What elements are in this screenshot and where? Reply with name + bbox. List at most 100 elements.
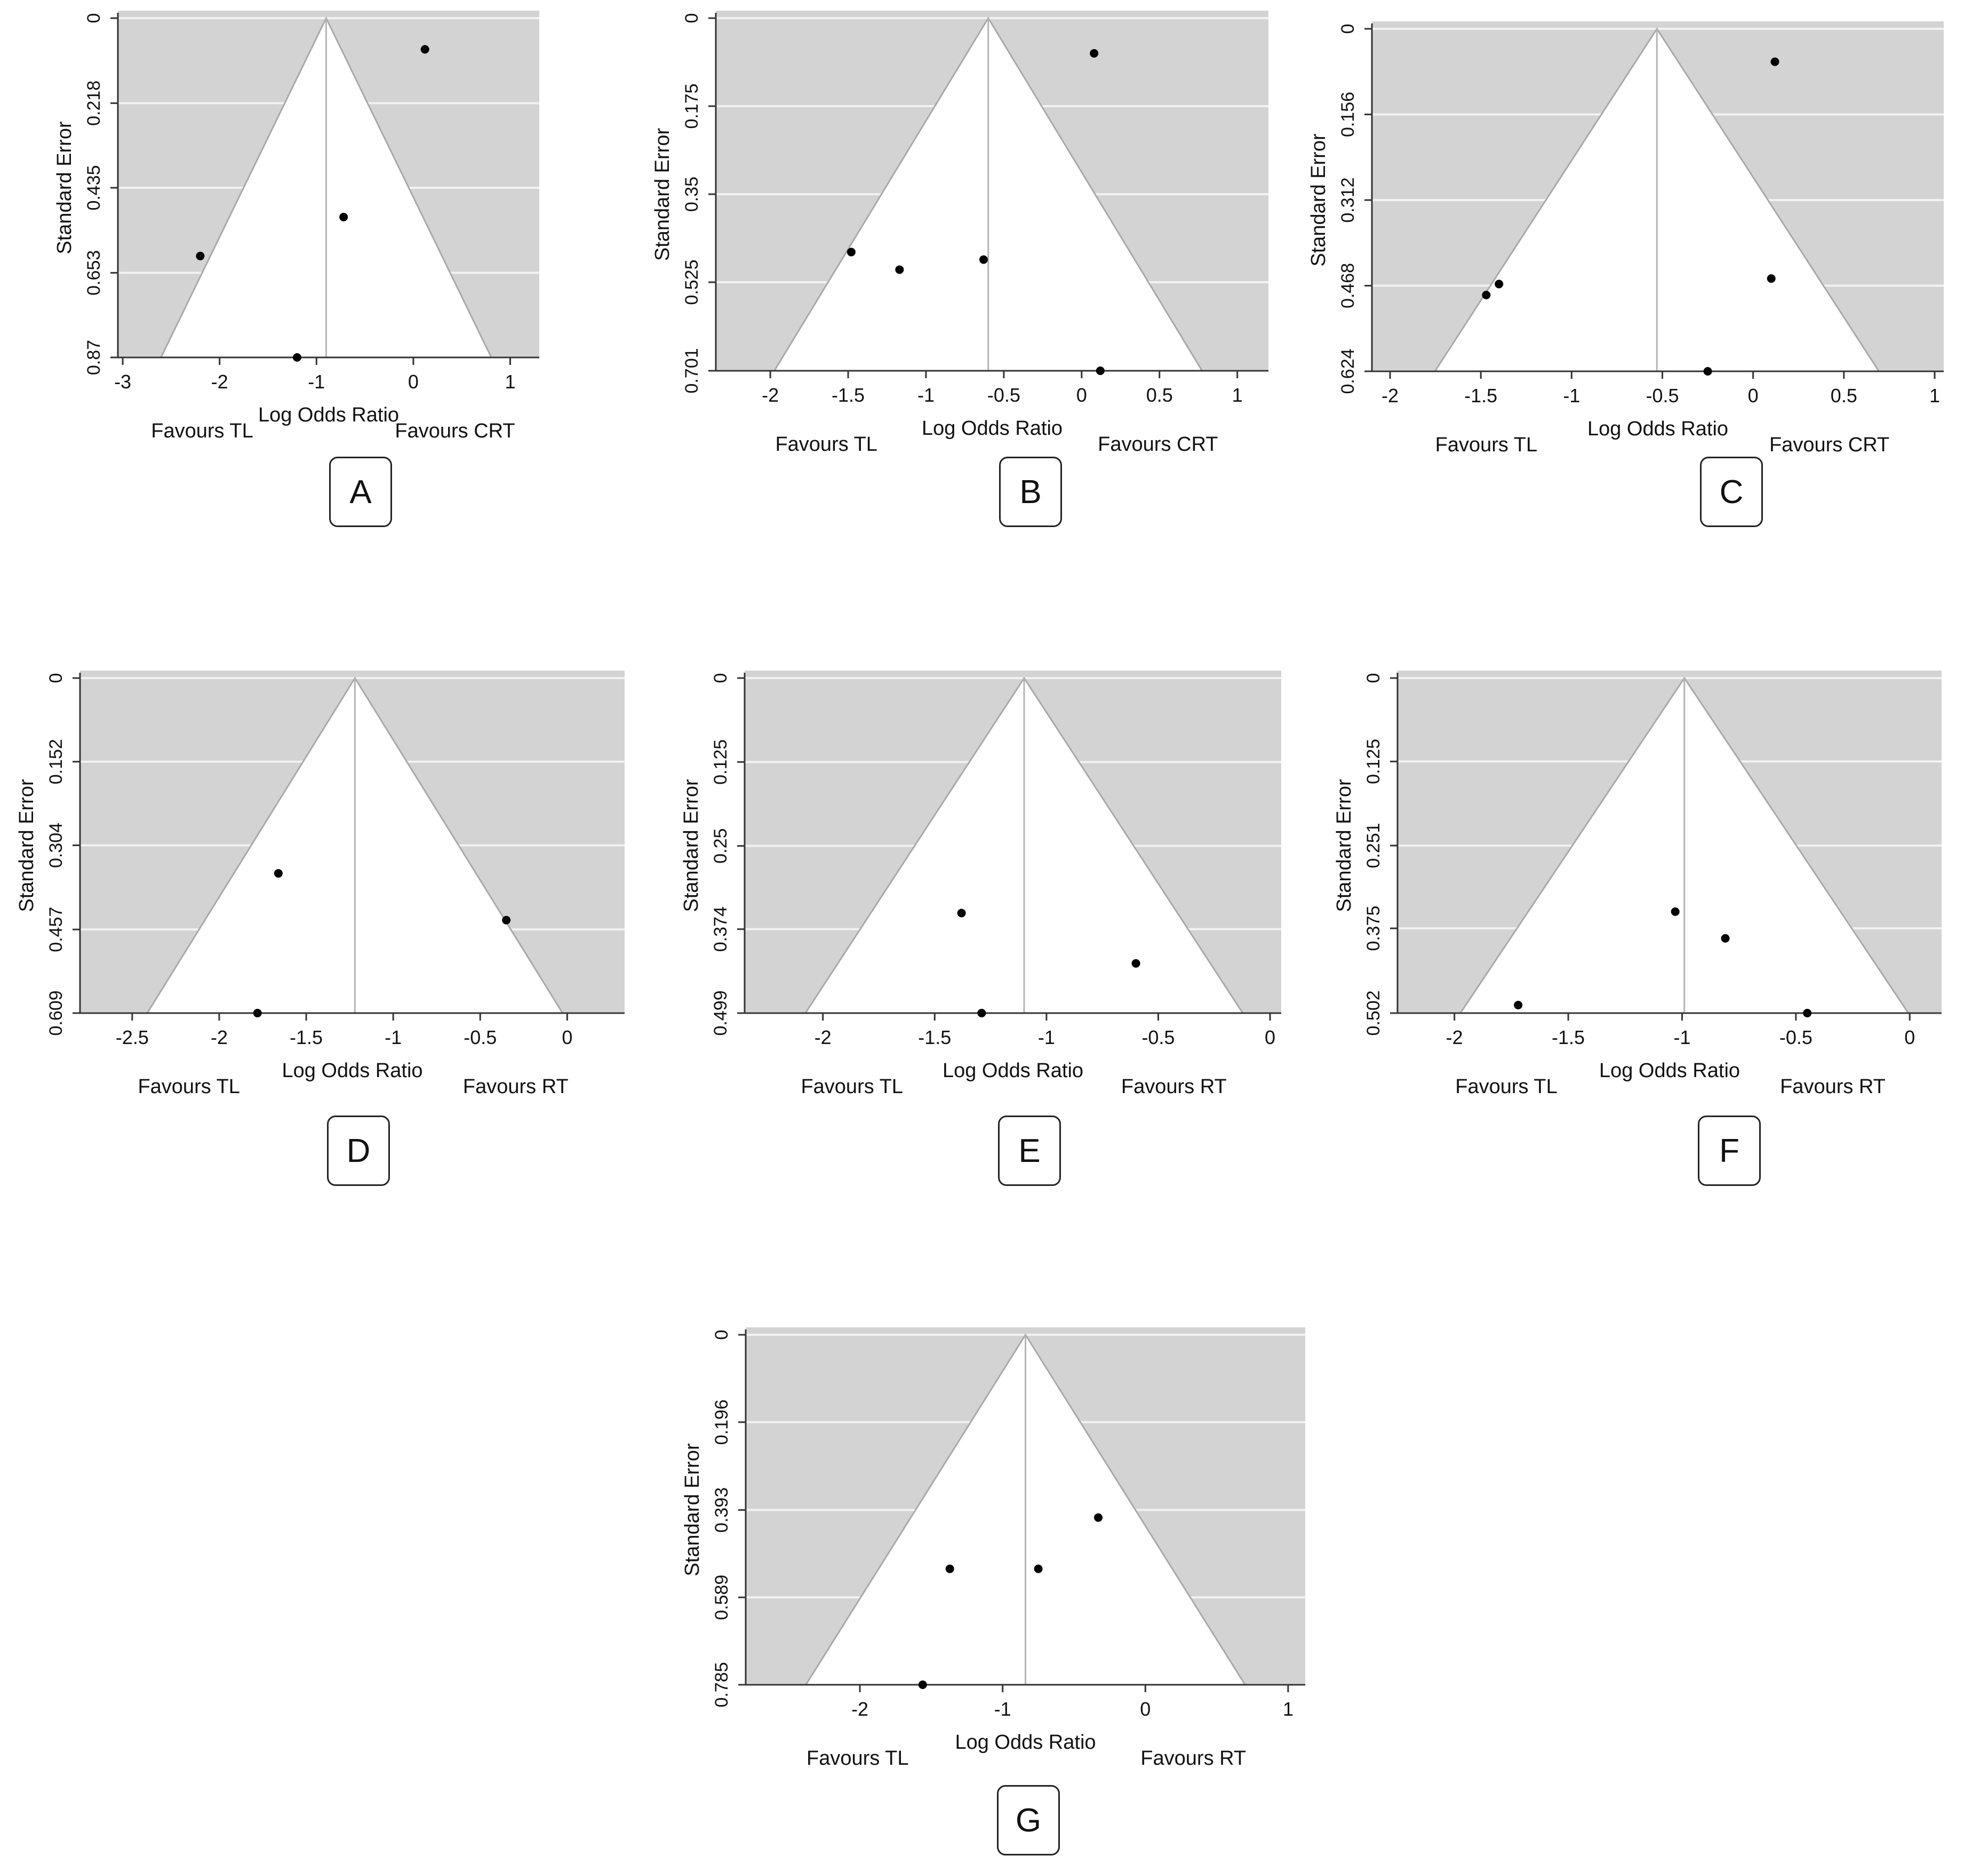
data-point xyxy=(957,909,966,918)
data-point xyxy=(977,1009,986,1017)
y-tick-label: 0.312 xyxy=(1338,177,1358,222)
x-tick-label: -1 xyxy=(385,1026,402,1048)
favours-right-label: Favours RT xyxy=(463,1076,569,1098)
y-tick-label: 0.125 xyxy=(710,739,731,785)
panel-label-f: F xyxy=(1698,1116,1761,1186)
x-axis-title: Log Odds Ratio xyxy=(1587,418,1728,440)
data-point xyxy=(339,212,348,221)
data-point xyxy=(292,353,301,362)
y-tick-label: 0 xyxy=(710,673,731,683)
funnel-plot-e: 0 0.125 0.25 0.374 0.499 -2 -1.5 -1 -0.5 0 Standar… xyxy=(680,671,1281,1098)
y-tick-label: 0.175 xyxy=(682,83,702,129)
y-tick-label: 0 xyxy=(46,673,66,683)
y-tick-label: 0.589 xyxy=(712,1575,732,1620)
favours-right-label: Favours CRT xyxy=(1769,434,1889,456)
data-point xyxy=(1093,1513,1103,1522)
data-point xyxy=(196,251,205,260)
y-tick-label: 0.152 xyxy=(46,739,66,784)
data-point xyxy=(1767,274,1776,283)
favours-left-label: Favours TL xyxy=(807,1747,908,1770)
x-tick-label: -2 xyxy=(762,384,779,406)
x-tick-label: -2 xyxy=(1382,385,1399,407)
y-tick-label: 0.393 xyxy=(712,1487,732,1533)
x-tick-label: 0 xyxy=(1140,1698,1151,1720)
x-axis-title: Log Odds Ratio xyxy=(943,1060,1083,1082)
panel-label-b: B xyxy=(999,457,1062,527)
data-point xyxy=(1514,1000,1523,1009)
y-axis-title: Standard Error xyxy=(1307,133,1330,267)
y-tick-label: 0.156 xyxy=(1338,92,1358,137)
y-tick-label: 0.87 xyxy=(84,340,104,375)
panel-label-a: A xyxy=(329,457,392,527)
data-point xyxy=(945,1564,954,1573)
y-tick-label: 0.468 xyxy=(1338,263,1358,308)
x-tick-label: -0.5 xyxy=(1141,1026,1175,1048)
x-tick-label: -1 xyxy=(1038,1026,1055,1048)
x-tick-label: -1.5 xyxy=(918,1026,951,1048)
x-tick-label: -2 xyxy=(1446,1026,1463,1048)
data-point xyxy=(1703,367,1712,376)
y-tick-label: 0.218 xyxy=(84,81,104,126)
x-tick-label: -2 xyxy=(815,1026,832,1048)
favours-left-label: Favours TL xyxy=(138,1076,239,1098)
y-tick-label: 0 xyxy=(1338,24,1358,34)
y-tick-label: 0.35 xyxy=(682,177,702,212)
x-tick-label: -0.5 xyxy=(464,1026,497,1048)
y-tick-label: 0.25 xyxy=(710,829,731,864)
favours-right-label: Favours CRT xyxy=(1098,433,1218,456)
x-tick-label: -1 xyxy=(917,384,935,406)
data-point xyxy=(1671,907,1680,916)
x-tick-label: 1 xyxy=(505,371,516,393)
favours-right-label: Favours RT xyxy=(1121,1076,1227,1098)
x-tick-label: 1 xyxy=(1283,1698,1294,1720)
x-tick-label: -1 xyxy=(1673,1026,1690,1048)
y-axis-title: Standard Error xyxy=(53,121,76,254)
panel-label-e: E xyxy=(998,1116,1061,1186)
x-tick-label: 1 xyxy=(1929,385,1940,407)
y-axis-title: Standard Error xyxy=(1333,779,1355,912)
y-tick-label: 0 xyxy=(712,1330,732,1340)
y-tick-label: 0.785 xyxy=(712,1662,732,1707)
x-tick-label: -1.5 xyxy=(1552,1026,1585,1048)
y-tick-label: 0.653 xyxy=(84,250,104,296)
x-tick-label: -0.5 xyxy=(987,384,1020,406)
data-point xyxy=(979,255,988,264)
panel-label-c: C xyxy=(1700,457,1763,527)
data-point xyxy=(253,1009,262,1017)
y-tick-label: 0.609 xyxy=(46,990,66,1035)
funnel-plot-d: 0 0.152 0.304 0.457 0.609 -2.5 -2 -1.5 -1 -0.5 0 St… xyxy=(15,671,625,1098)
data-point xyxy=(420,45,429,54)
favours-left-label: Favours TL xyxy=(775,433,877,456)
x-tick-label: -1 xyxy=(308,371,325,393)
x-tick-label: -2 xyxy=(211,1026,228,1048)
data-point xyxy=(895,265,904,274)
data-point xyxy=(1770,57,1779,66)
y-tick-label: 0.701 xyxy=(682,348,702,393)
x-tick-label: 0 xyxy=(1904,1026,1915,1048)
data-point xyxy=(502,915,511,925)
y-tick-label: 0.435 xyxy=(84,165,104,210)
x-tick-label: -0.5 xyxy=(1646,385,1679,407)
y-tick-label: 0 xyxy=(1363,673,1384,683)
y-tick-label: 0.251 xyxy=(1363,823,1384,868)
favours-right-label: Favours RT xyxy=(1140,1747,1246,1770)
y-tick-label: 0.196 xyxy=(712,1399,732,1445)
funnel-plot-a: 0 0.218 0.435 0.653 0.87 -3 -2 -1 0 1 Standard Err… xyxy=(53,11,539,442)
data-point xyxy=(1721,934,1730,943)
y-tick-label: 0.374 xyxy=(710,906,731,952)
x-tick-label: 0.5 xyxy=(1146,384,1173,406)
y-tick-label: 0.502 xyxy=(1363,990,1384,1035)
x-axis-title: Log Odds Ratio xyxy=(922,417,1063,440)
x-tick-label: -2.5 xyxy=(116,1026,149,1048)
x-tick-label: 0.5 xyxy=(1831,385,1857,407)
favours-left-label: Favours TL xyxy=(1435,434,1537,456)
x-tick-label: -1 xyxy=(994,1698,1011,1720)
panel-label-d: D xyxy=(327,1116,390,1186)
y-axis-title: Standard Error xyxy=(680,779,702,912)
y-tick-label: 0.624 xyxy=(1338,348,1358,394)
funnel-plot-b: 0 0.175 0.35 0.525 0.701 -2 -1.5 -1 -0.5 0 0.5 1 Sta… xyxy=(651,11,1268,456)
x-tick-label: 0 xyxy=(1076,384,1087,406)
y-tick-label: 0.457 xyxy=(46,907,66,952)
x-tick-label: 0 xyxy=(562,1026,572,1048)
